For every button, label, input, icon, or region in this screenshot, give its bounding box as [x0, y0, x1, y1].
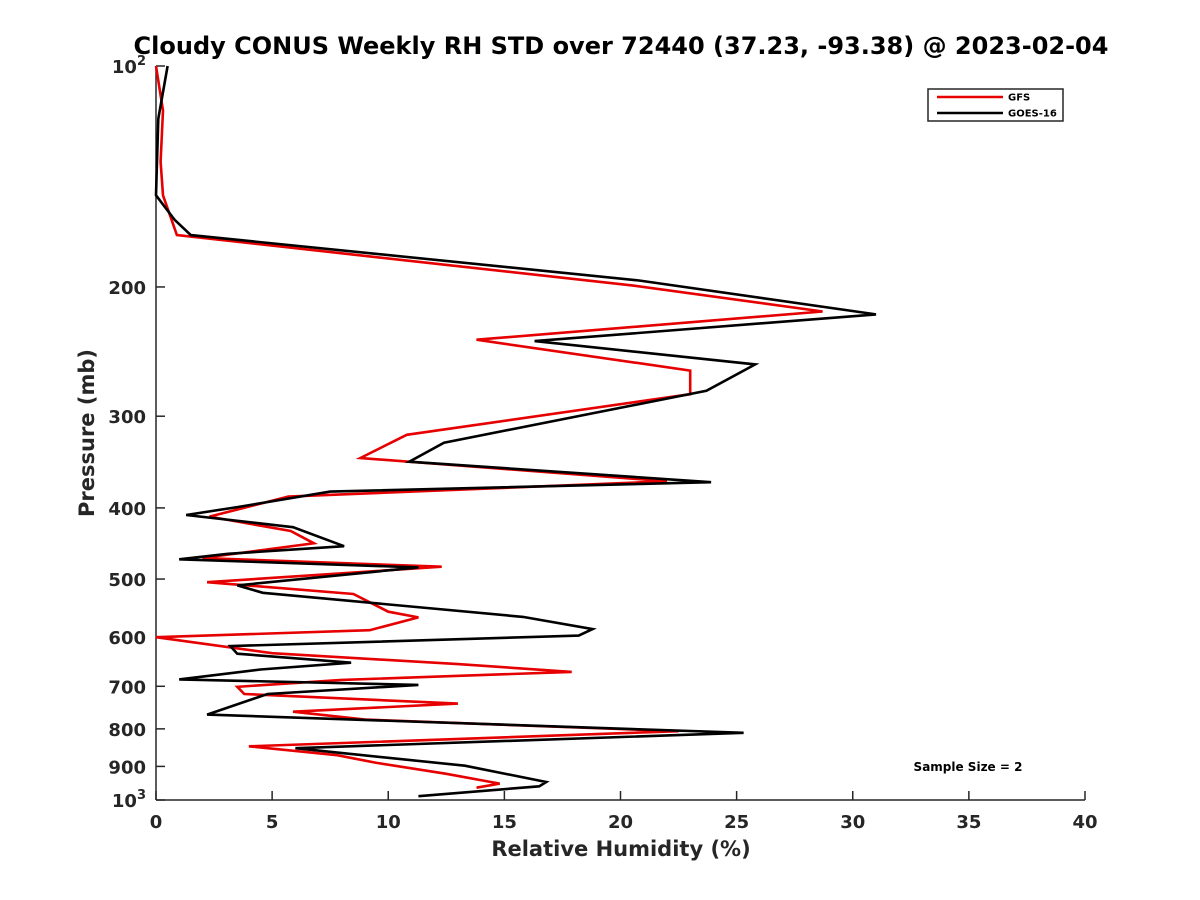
x-tick-label: 35: [956, 812, 981, 833]
x-axis-ticks: 0 5 10 15 20 25 30 35 40: [150, 791, 1098, 833]
legend-label: GFS: [1008, 93, 1030, 104]
x-tick-label: 30: [840, 812, 865, 833]
x-tick-label: 25: [724, 812, 749, 833]
y-tick-label: 900: [108, 757, 146, 778]
x-tick-label: 0: [150, 812, 163, 833]
y-tick-label: 102: [112, 54, 146, 78]
x-tick-label: 5: [266, 812, 279, 833]
y-tick-label: 800: [108, 720, 146, 741]
y-tick-label: 700: [108, 677, 146, 698]
legend-label: GOES-16: [1008, 109, 1057, 120]
y-tick-label: 300: [108, 407, 146, 428]
y-tick-label: 200: [108, 278, 146, 299]
series-lines: [154, 65, 877, 798]
x-tick-label: 10: [376, 812, 401, 833]
legend: GFS GOES-16: [927, 88, 1064, 122]
x-tick-label: 15: [492, 812, 517, 833]
chart-title: Cloudy CONUS Weekly RH STD over 72440 (3…: [134, 32, 1109, 60]
series-line-gfs: [154, 65, 823, 789]
y-tick-base: 10: [112, 791, 137, 812]
legend-box: [927, 88, 1064, 122]
series-line-goes-16: [154, 65, 877, 798]
y-tick-label: 103: [112, 788, 146, 812]
y-axis-label: Pressure (mb): [75, 349, 99, 517]
x-tick-label: 20: [608, 812, 633, 833]
y-tick-label: 500: [108, 570, 146, 591]
x-axis-label: Relative Humidity (%): [491, 837, 750, 861]
x-tick-label: 40: [1072, 812, 1097, 833]
y-tick-base: 10: [112, 57, 137, 78]
y-tick-label: 400: [108, 499, 146, 520]
y-tick-label: 600: [108, 628, 146, 649]
sample-size-annotation: Sample Size = 2: [914, 760, 1023, 774]
plot-axes: [155, 66, 1085, 801]
y-tick-exponent: 3: [137, 788, 146, 803]
y-tick-exponent: 2: [137, 54, 146, 69]
